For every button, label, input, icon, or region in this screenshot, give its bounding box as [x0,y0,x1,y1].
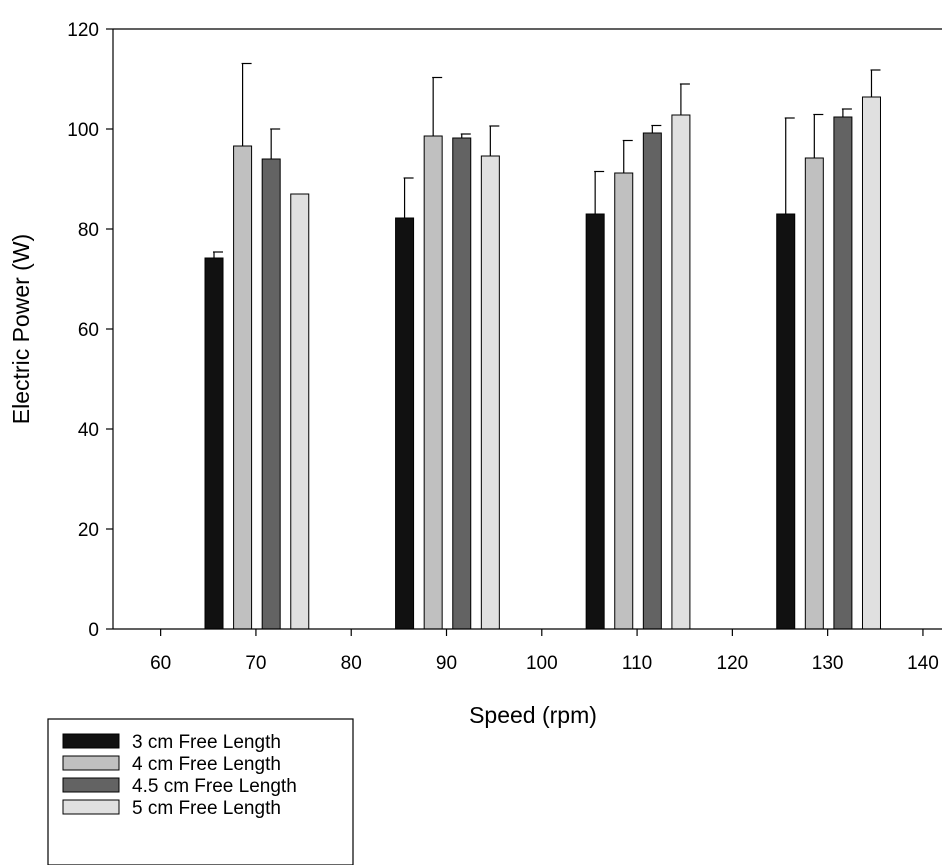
bar [861,96,881,630]
bar [423,135,443,630]
x-tick-label: 110 [622,653,652,674]
bar [395,217,415,630]
x-tick-label: 130 [812,653,844,674]
legend-swatch [62,755,120,771]
bar [671,114,691,630]
y-tick-label: 20 [78,520,99,541]
bar [480,155,500,630]
x-tick-label: 70 [245,653,266,674]
y-axis-label: Electric Power (W) [8,234,34,424]
plot-area: 60 70 80 90 100 110 120 130 140 0 20 40 60 80 100 120 [67,20,942,674]
y-tick-label: 120 [67,20,99,41]
y-axis-ticks: 0 20 40 60 80 100 120 [67,20,113,641]
legend-label: 4.5 cm Free Length [132,776,297,797]
x-tick-label: 140 [907,653,939,674]
x-axis-label: Speed (rpm) [469,702,597,728]
x-axis-ticks: 60 70 80 90 100 110 120 130 140 [150,629,939,674]
legend-swatch [62,799,120,815]
x-tick-label: 100 [526,653,558,674]
legend-label: 4 cm Free Length [132,754,281,775]
bars-layer [204,96,881,630]
bar [261,158,281,630]
bar [233,145,253,630]
bar [614,172,634,630]
x-tick-label: 60 [150,653,171,674]
bar [204,257,224,630]
legend-swatch [62,777,120,793]
bar [642,132,662,630]
y-tick-label: 0 [88,620,99,641]
bar [452,137,472,630]
legend-swatch [62,733,120,749]
x-tick-label: 120 [717,653,749,674]
x-tick-label: 90 [436,653,457,674]
legend-label: 5 cm Free Length [132,798,281,819]
bar [833,116,853,630]
y-tick-label: 40 [78,420,99,441]
y-tick-label: 100 [67,120,99,141]
bar [585,213,605,630]
y-tick-label: 80 [78,220,99,241]
bar [804,157,824,630]
y-tick-label: 60 [78,320,99,341]
bar [290,193,310,630]
error-bars-layer [213,62,881,258]
legend-label: 3 cm Free Length [132,732,281,753]
bar [776,213,796,630]
x-tick-label: 80 [341,653,362,674]
